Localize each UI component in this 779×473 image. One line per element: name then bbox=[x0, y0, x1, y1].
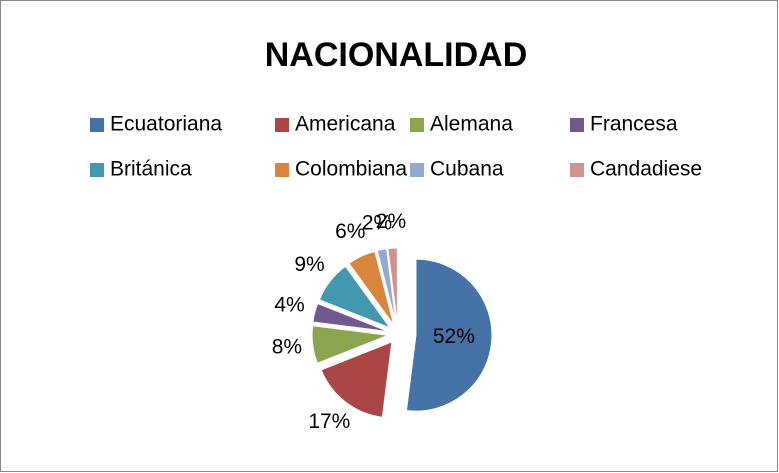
legend-swatch bbox=[570, 118, 584, 132]
legend-swatch bbox=[90, 118, 104, 132]
data-label: 6% bbox=[335, 220, 365, 243]
data-label: 4% bbox=[274, 294, 304, 317]
legend-swatch bbox=[90, 163, 104, 177]
legend-swatch bbox=[410, 118, 424, 132]
pie-slice bbox=[320, 341, 393, 418]
legend-label: Británica bbox=[110, 158, 192, 181]
legend-swatch bbox=[570, 163, 584, 177]
pie-slice bbox=[318, 265, 392, 329]
legend-label: Francesa bbox=[590, 113, 678, 136]
legend-label: Candadiese bbox=[590, 158, 702, 181]
pie-slice bbox=[312, 302, 389, 333]
data-label: 9% bbox=[294, 253, 324, 276]
legend-swatch bbox=[275, 163, 289, 177]
legend-label: Alemana bbox=[430, 113, 513, 136]
pie-slice bbox=[387, 247, 398, 325]
data-label: 17% bbox=[308, 410, 350, 433]
data-label: 8% bbox=[272, 336, 302, 359]
pie-slice bbox=[376, 248, 397, 325]
legend-label: Cubana bbox=[430, 158, 504, 181]
data-label: 52% bbox=[433, 325, 475, 348]
data-label: 2% bbox=[362, 212, 392, 235]
pie-slice bbox=[311, 325, 389, 364]
pie-slice bbox=[348, 250, 395, 326]
legend-swatch bbox=[275, 118, 289, 132]
legend-swatch bbox=[410, 163, 424, 177]
legend-label: Americana bbox=[295, 113, 396, 136]
legend-label: Ecuatoriana bbox=[110, 113, 222, 136]
legend-label: Colombiana bbox=[295, 158, 407, 181]
pie-slice bbox=[405, 258, 493, 412]
chart-title: NACIONALIDAD bbox=[265, 36, 528, 74]
data-label: 2% bbox=[376, 210, 406, 233]
